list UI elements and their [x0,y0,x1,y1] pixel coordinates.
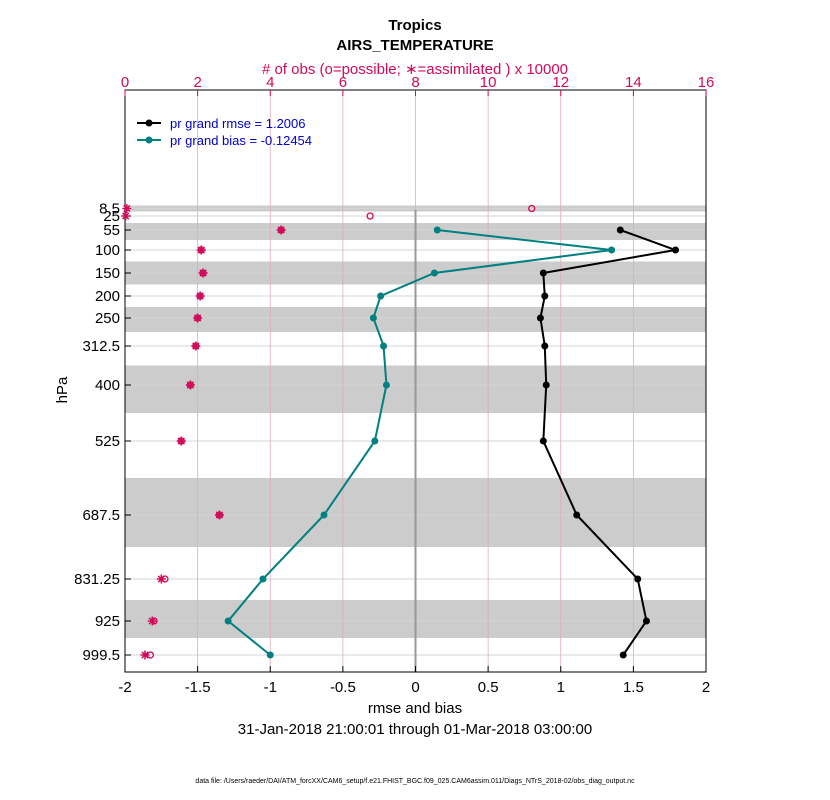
top-tick-label: 8 [411,74,419,91]
obs-assimilated-marker [193,313,203,323]
chart-title: Tropics [388,17,441,34]
y-tick-label: 200 [95,288,120,305]
chart-subtitle: AIRS_TEMPERATURE [336,37,493,54]
y-tick-label: 687.5 [82,507,120,524]
x-tick-label: 1 [557,679,565,696]
y-tick-label: 100 [95,242,120,259]
legend-rmse-marker [145,119,153,127]
bias-point [608,246,616,254]
x-tick-label: 2 [702,679,710,696]
rmse-point [541,342,549,350]
top-tick-label: 12 [552,74,569,91]
obs-assimilated-marker [196,245,206,255]
obs-assimilated-marker [276,225,286,235]
y-tick-label: 831.25 [74,571,120,588]
x-axis-label: rmse and bias [368,700,462,717]
data-file-footer: data file: /Users/raeder/DAI/ATM_forcXX/… [195,778,635,785]
x-tick-label: 0.5 [478,679,499,696]
obs-assimilated-marker [121,211,131,221]
bias-point [433,226,441,234]
top-tick-label: 0 [121,74,129,91]
top-tick-label: 4 [266,74,274,91]
obs-assimilated-marker [140,650,150,660]
bias-point [320,511,328,519]
obs-possible-marker [528,204,536,213]
obs-assimilated-marker [122,204,132,213]
rmse-point [619,651,627,659]
top-tick-label: 6 [339,74,347,91]
date-range: 31-Jan-2018 21:00:01 through 01-Mar-2018… [238,721,592,738]
obs-assimilated-marker [191,341,201,351]
top-tick-label: 16 [698,74,715,91]
top-tick-label: 10 [480,74,497,91]
y-tick-label: 925 [95,613,120,630]
obs-assimilated-marker [198,268,208,278]
rmse-point [671,246,679,254]
ticks: -2 -1.5 -1 -0.5 0 0.5 1 1.5 20 2 4 6 8 10 12 14 168.5255… [74,74,714,696]
y-tick-label: 400 [95,377,120,394]
rmse-point [616,226,624,234]
rmse-point [642,617,650,625]
top-tick-label: 14 [625,74,642,91]
y-tick-label: 150 [95,265,120,282]
bias-point [382,381,390,389]
bias-point [224,617,232,625]
bias-point [380,342,388,350]
rmse-point [573,511,581,519]
x-tick-label: 1.5 [623,679,644,696]
rmse-point [539,437,547,445]
obs-assimilated-marker [147,616,157,626]
bias-point [259,575,267,583]
x-tick-label: -2 [118,679,131,696]
y-tick-label: 312.5 [82,338,120,355]
obs-assimilated-marker [185,380,195,390]
bias-line [226,229,612,656]
bias-point [371,437,379,445]
legend-bias-marker [145,136,153,144]
y-tick-label: 25 [103,208,120,225]
obs-assimilated-marker [214,510,224,520]
bias-point [377,292,385,300]
rmse-point [536,314,544,322]
obs-assimilated-marker [195,291,205,301]
top-tick-label: 2 [193,74,201,91]
y-tick-label: 525 [95,433,120,450]
rmse-line [539,229,680,656]
obs-assimilated-marker [176,436,186,446]
data-marks [121,204,680,660]
rmse-point [634,575,642,583]
rmse-point [539,269,547,277]
grid-lines [125,90,706,672]
obs-possible-marker [366,212,374,220]
obs-assimilated-marker [156,574,166,584]
rmse-point [541,292,549,300]
x-tick-label: -1 [264,679,277,696]
x-tick-label: -0.5 [330,679,356,696]
y-tick-label: 999.5 [82,647,120,664]
y-tick-label: 250 [95,310,120,327]
y-tick-label: 55 [103,222,120,239]
bias-point [430,269,438,277]
top-axis-label: # of obs (o=possible; ∗=assimilated ) x … [262,61,568,78]
x-tick-label: -1.5 [185,679,211,696]
y-tick-label: 8.5 [99,201,120,218]
x-tick-label: 0 [411,679,419,696]
bias-point [266,651,274,659]
legend: pr grand rmse = 1.2006 pr grand bias = -… [137,116,312,148]
legend-bias-label: pr grand bias = -0.12454 [170,133,312,148]
legend-rmse-label: pr grand rmse = 1.2006 [170,116,306,131]
y-axis-label: hPa [54,376,71,403]
rmse-point [542,381,550,389]
bias-point [369,314,377,322]
